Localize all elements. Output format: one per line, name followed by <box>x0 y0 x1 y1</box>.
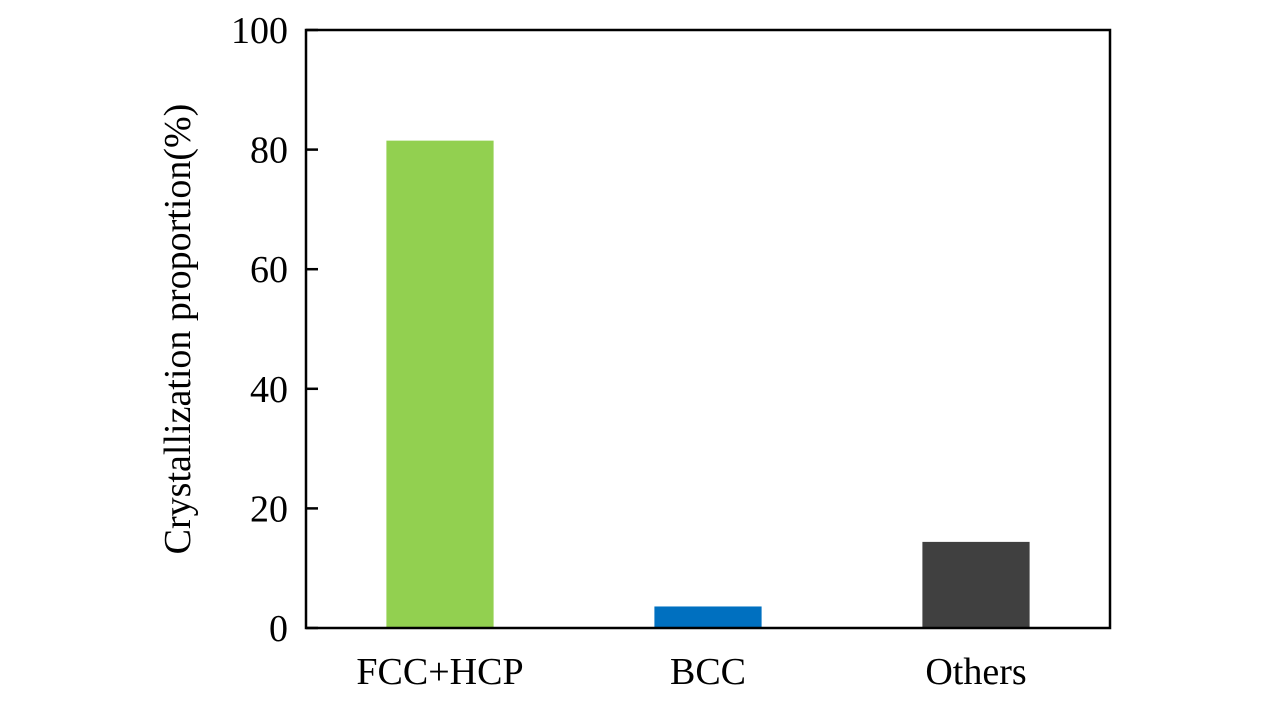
y-tick-label: 0 <box>269 608 288 650</box>
y-axis-title: Crystallization proportion(%) <box>157 104 199 555</box>
bar-bcc <box>654 606 762 628</box>
y-tick-label: 40 <box>250 369 288 411</box>
y-tick-label: 20 <box>250 488 288 530</box>
y-tick-label: 60 <box>250 249 288 291</box>
bar-fcc-hcp <box>386 140 494 628</box>
x-category-label: FCC+HCP <box>356 651 523 693</box>
x-category-label: BCC <box>670 651 746 693</box>
y-tick-label: 80 <box>250 130 288 172</box>
category-labels: FCC+HCP BCC Others <box>356 651 1026 693</box>
y-tick-label: 100 <box>231 10 288 52</box>
plot-frame <box>304 28 1112 630</box>
bar-others <box>922 541 1030 628</box>
bars <box>386 140 1030 628</box>
y-axis-ticks: 0 20 40 60 80 100 <box>231 10 318 650</box>
x-category-label: Others <box>925 651 1026 693</box>
